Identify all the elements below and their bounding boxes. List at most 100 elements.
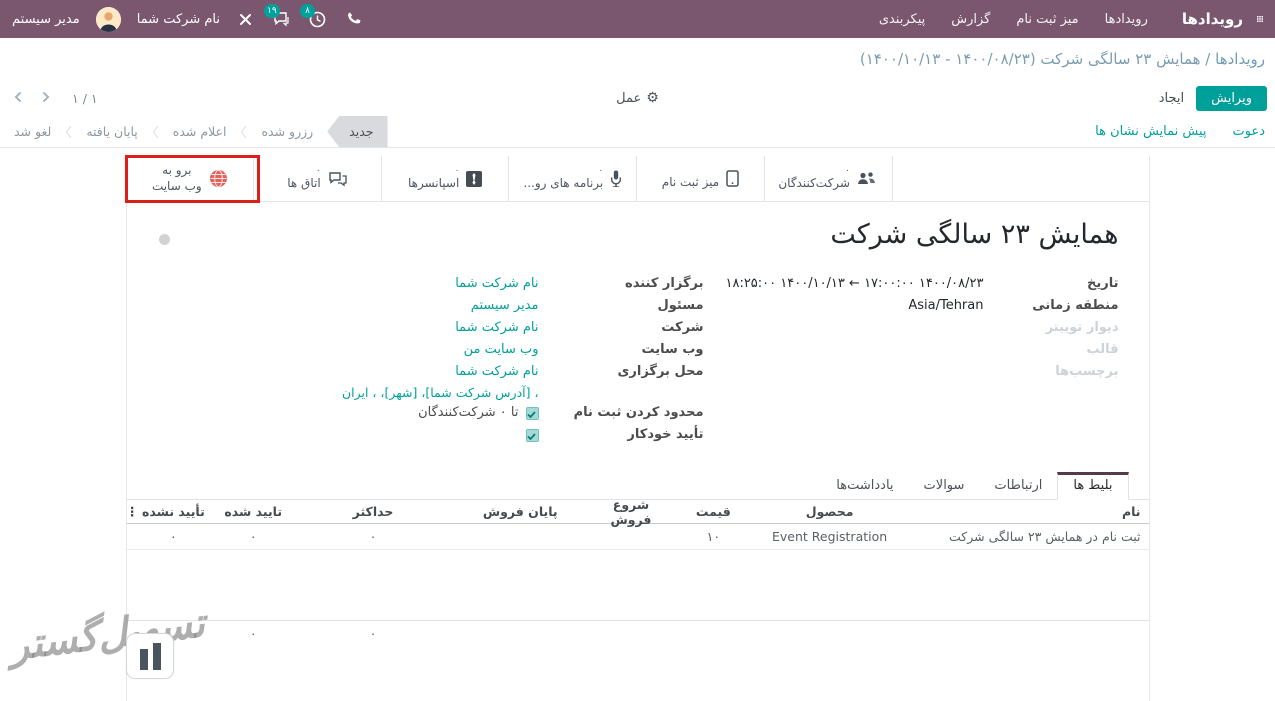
cell-confirmed[interactable]: ۰ <box>249 529 257 544</box>
cell-product[interactable]: Event Registration <box>772 529 888 544</box>
col-header-confirmed[interactable]: تایید شده <box>224 504 283 519</box>
col-header-name[interactable]: نام <box>1121 504 1141 519</box>
livechat-button[interactable] <box>124 633 174 689</box>
app-name[interactable]: رویدادها <box>1181 10 1243 28</box>
date-range-value[interactable]: ۱۴۰۰/۰۸/۲۳ ۱۷:۰۰:۰۰ ← ۱۴۰۰/۱۰/۱۳ ۱۸:۲۵:۰… <box>725 276 984 291</box>
pager-count: ۱ / ۱ <box>72 90 98 106</box>
users-icon <box>857 171 875 184</box>
tab-questions[interactable]: سوالات <box>909 474 980 499</box>
col-header-unconfirmed[interactable]: تأیید نشده <box>142 504 205 519</box>
form-sheet: ۰ شرکت‌کنندگان میز ثبت نام ۰ برنامه های رو… <box>124 155 1150 701</box>
menu-reporting[interactable]: گزارش <box>951 11 991 27</box>
stage-booked[interactable]: رزرو شده <box>261 124 314 139</box>
breadcrumb-row: رویدادها / همایش ۲۳ سالگی شرکت (۱۴۰۰/۰۸/… <box>0 38 1275 80</box>
stage-new[interactable]: جدید <box>327 116 388 147</box>
cell-price[interactable]: ۱۰ <box>706 529 721 544</box>
limit-registration-value: تا ۰ شرکت‌کنندگان <box>418 405 519 420</box>
company-value[interactable]: نام شرکت شما <box>455 320 539 335</box>
venue-address[interactable]: ، [آدرس شرکت شما]، [شهر]، ، ایران <box>341 385 539 400</box>
field-label-company: شرکت <box>661 320 704 335</box>
cell-unconfirmed[interactable]: ۰ <box>170 529 177 544</box>
field-label-date: تاریخ <box>1087 276 1119 291</box>
table-header-row: نام محصول قیمت شروع فروش پایان فروش حداک… <box>125 496 1149 527</box>
event-tracks-button[interactable]: ۰ برنامه های رو... <box>509 156 638 201</box>
user-menu[interactable]: مدیر سیستم <box>12 11 80 27</box>
stage-statusbar: جدید رزرو شده اعلام شده پایان یافته لغو … <box>0 116 388 147</box>
globe-icon <box>209 169 227 188</box>
go-to-website-button[interactable]: برو به وب سایت <box>126 156 255 201</box>
organizer-value[interactable]: نام شرکت شما <box>455 276 539 291</box>
optional-columns-icon[interactable]: ⋮ <box>125 504 139 519</box>
systray: ۸ ۱۹ نام شرکت شما مدیر سیستم <box>12 4 364 32</box>
field-label-limit-registration: محدود کردن ثبت نام <box>573 405 704 420</box>
invite-button[interactable]: دعوت <box>1232 124 1266 139</box>
cell-maximum[interactable]: ۰ <box>369 529 377 544</box>
rooms-count: ۰ <box>315 166 321 177</box>
auto-confirm-checkbox[interactable] <box>525 428 539 442</box>
go-to-website-line1: برو به <box>162 162 192 177</box>
stage-separator-icon <box>65 116 72 147</box>
company-switcher[interactable]: نام شرکت شما <box>136 11 220 27</box>
field-label-organizer: برگزار کننده <box>625 276 704 291</box>
gear-icon: ⚙ <box>646 90 659 106</box>
tools-icon[interactable] <box>236 9 256 29</box>
event-title[interactable]: همایش ۲۳ سالگی شرکت <box>830 219 1119 250</box>
stage-separator-icon <box>240 116 247 147</box>
cell-name[interactable]: ثبت نام در همایش ۲۳ سالگی شرکت <box>949 529 1141 544</box>
limit-registration-checkbox[interactable] <box>525 406 539 420</box>
venue-value[interactable]: نام شرکت شما <box>455 364 539 379</box>
breadcrumb-current: همایش ۲۳ سالگی شرکت (۱۴۰۰/۰۸/۲۳ - ۱۴۰۰/۱… <box>859 50 1201 68</box>
go-to-website-line2: وب سایت <box>151 178 202 193</box>
edit-button[interactable]: ویرایش <box>1196 85 1267 111</box>
pager-next-icon[interactable] <box>35 89 56 108</box>
rooms-button[interactable]: ۰ اتاق ها <box>254 156 382 201</box>
field-label-responsible: مسئول <box>657 298 704 313</box>
table-row[interactable]: ثبت نام در همایش ۲۳ سالگی شرکت Event Reg… <box>126 524 1149 550</box>
field-label-template: قالب <box>1086 342 1119 357</box>
tie-icon <box>466 170 483 187</box>
registration-desk-button[interactable]: میز ثبت نام <box>637 156 765 201</box>
phone-icon[interactable] <box>344 9 364 29</box>
stage-announced[interactable]: اعلام شده <box>172 124 227 139</box>
col-header-sale-end[interactable]: پایان فروش <box>482 504 558 519</box>
field-label-website: وب سایت <box>641 342 704 357</box>
stage-separator-icon <box>152 116 159 147</box>
tab-tickets[interactable]: بلیط ها <box>1057 472 1129 500</box>
create-button[interactable]: ایجاد <box>1147 86 1196 111</box>
tablet-icon <box>726 170 739 187</box>
timezone-value[interactable]: Asia/Tehran <box>908 298 984 313</box>
pager: ۱ / ۱ <box>8 89 98 108</box>
table-empty-area <box>127 550 1149 620</box>
stage-ended[interactable]: پایان یافته <box>86 124 138 139</box>
tab-communication[interactable]: ارتباطات <box>979 474 1057 499</box>
responsible-value[interactable]: مدیر سیستم <box>470 298 539 313</box>
col-header-price[interactable]: قیمت <box>695 504 731 519</box>
attendees-count: ۰ <box>845 166 850 177</box>
col-header-sale-start[interactable]: شروع فروش <box>610 496 652 527</box>
messages-badge: ۱۹ <box>263 4 280 18</box>
breadcrumb-parent[interactable]: رویدادها <box>1215 50 1265 68</box>
breadcrumb: رویدادها / همایش ۲۳ سالگی شرکت (۱۴۰۰/۰۸/… <box>859 50 1265 68</box>
chat-bubbles-icon <box>329 171 347 186</box>
sponsors-button[interactable]: ۰ اسپانسرها <box>381 156 510 201</box>
col-header-maximum[interactable]: حداکثر <box>352 504 394 519</box>
activities-icon[interactable]: ۸ <box>299 4 328 29</box>
field-label-twitter-wall: دیوار توییتر <box>1045 320 1119 335</box>
preview-badges-button[interactable]: پیش نمایش نشان ها <box>1095 124 1207 139</box>
col-header-product[interactable]: محصول <box>805 504 854 519</box>
tab-notes[interactable]: یادداشت‌ها <box>821 474 908 499</box>
menu-events[interactable]: رویدادها <box>1104 11 1148 27</box>
apps-menu-icon[interactable] <box>1243 9 1263 29</box>
action-menu-button[interactable]: ⚙ عمل <box>616 90 659 106</box>
messages-icon[interactable]: ۱۹ <box>263 4 292 29</box>
attendees-button[interactable]: ۰ شرکت‌کنندگان <box>764 156 893 201</box>
menu-configuration[interactable]: پیکربندی <box>878 11 926 27</box>
user-avatar[interactable] <box>95 6 121 32</box>
menu-registration-desk[interactable]: میز ثبت نام <box>1016 11 1079 27</box>
statusbar: دعوت پیش نمایش نشان ها جدید رزرو شده اعل… <box>0 116 1275 148</box>
field-label-tags: برچسب‌ها <box>1055 364 1119 379</box>
website-value[interactable]: وب سایت من <box>463 342 539 357</box>
pager-previous-icon[interactable] <box>8 89 29 108</box>
stage-cancelled[interactable]: لغو شد <box>14 124 52 139</box>
